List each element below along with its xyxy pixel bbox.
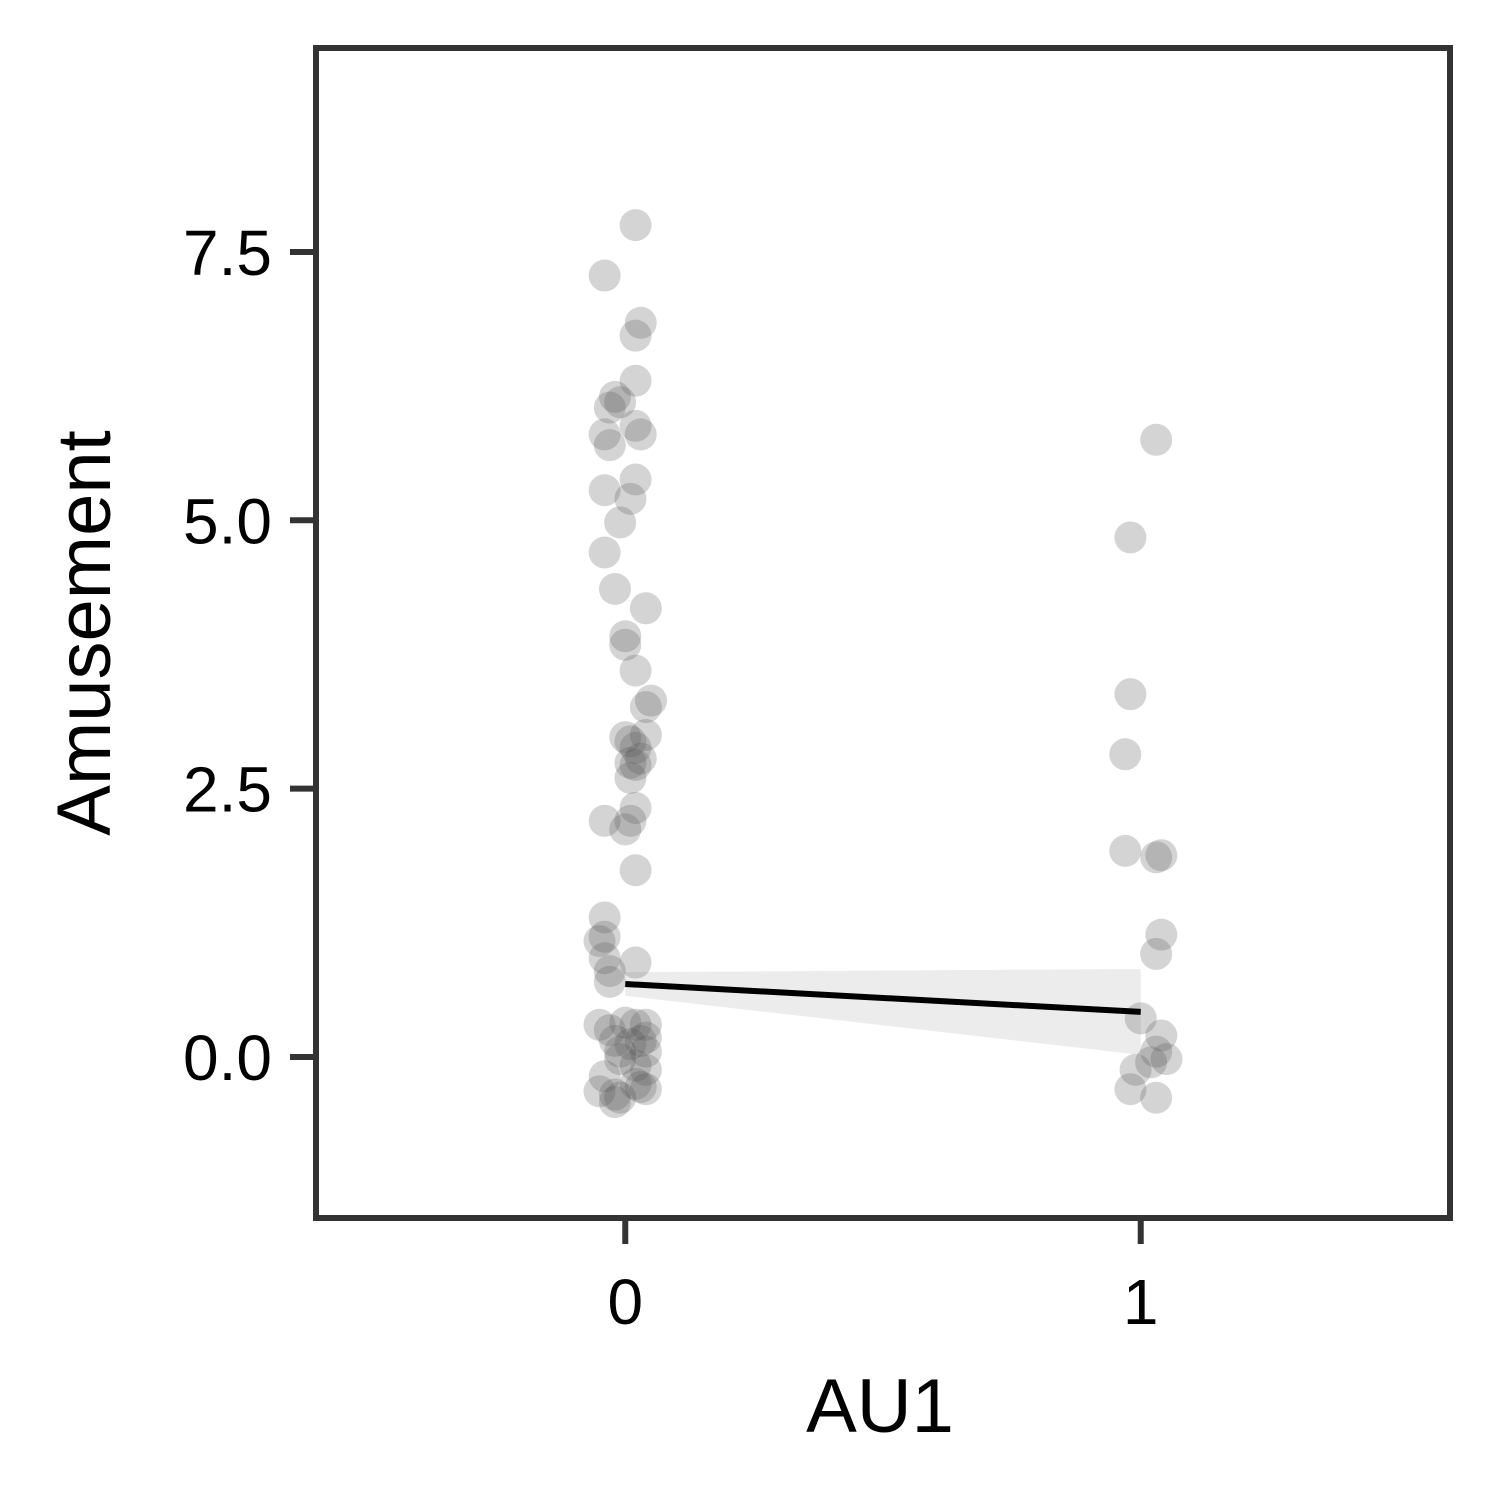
data-point: [619, 319, 652, 352]
y-tick-label: 0.0: [183, 1022, 272, 1094]
data-point: [1140, 937, 1173, 970]
data-point: [619, 749, 652, 782]
data-point: [619, 654, 652, 687]
data-point: [609, 1006, 642, 1039]
data-point: [588, 942, 621, 975]
data-point: [624, 418, 657, 451]
data-point: [614, 482, 647, 515]
confidence-band: [625, 968, 1141, 1055]
data-point: [604, 1081, 637, 1114]
data-point: [598, 1078, 631, 1111]
data-point: [1135, 1046, 1168, 1079]
data-point: [583, 1008, 616, 1041]
data-points-layer: [583, 209, 1183, 1119]
data-point: [1150, 1043, 1183, 1076]
confidence-band-layer: [625, 968, 1141, 1055]
data-point: [1114, 1073, 1147, 1106]
y-tick-label: 5.0: [183, 485, 272, 557]
data-point: [619, 364, 652, 397]
data-point: [1114, 521, 1147, 554]
data-point: [593, 391, 626, 424]
data-point: [629, 592, 662, 625]
data-point: [1145, 839, 1178, 872]
data-point: [624, 1071, 657, 1104]
data-point: [593, 965, 626, 998]
data-point: [588, 1060, 621, 1093]
data-point: [1140, 1035, 1173, 1068]
data-point: [609, 721, 642, 754]
data-point: [629, 1053, 662, 1086]
data-point: [619, 854, 652, 887]
data-point: [583, 1075, 616, 1108]
data-point: [609, 813, 642, 846]
data-point: [629, 1008, 662, 1041]
data-point: [598, 380, 631, 413]
y-tick-label: 2.5: [183, 754, 272, 826]
data-point: [619, 409, 652, 442]
y-tick-label: 7.5: [183, 217, 272, 289]
data-point: [1140, 841, 1173, 874]
data-point: [609, 628, 642, 661]
data-point: [588, 418, 621, 451]
data-point: [614, 746, 647, 779]
data-point: [614, 804, 647, 837]
data-point: [593, 955, 626, 988]
data-point: [614, 761, 647, 794]
data-point: [609, 620, 642, 653]
data-point: [588, 474, 621, 507]
data-point: [1109, 834, 1142, 867]
data-point: [624, 1024, 657, 1057]
data-point: [604, 1043, 637, 1076]
data-point: [629, 718, 662, 751]
data-point: [614, 725, 647, 758]
x-axis-title: AU1: [806, 1364, 954, 1449]
data-point: [1145, 1019, 1178, 1052]
data-point: [1140, 423, 1173, 456]
data-point: [619, 1067, 652, 1100]
y-axis: 0.0 2.5 5.0 7.5: [183, 217, 316, 1094]
data-point: [588, 920, 621, 953]
data-point: [593, 1014, 626, 1047]
data-point: [619, 1008, 652, 1041]
x-tick-label: 0: [607, 1266, 643, 1338]
data-point: [629, 691, 662, 724]
data-point: [583, 925, 616, 958]
data-point: [619, 209, 652, 242]
data-point: [624, 742, 657, 775]
data-point: [598, 572, 631, 605]
data-point: [619, 791, 652, 824]
data-point: [619, 946, 652, 979]
data-point: [588, 901, 621, 934]
data-point: [614, 1028, 647, 1061]
data-point: [598, 1024, 631, 1057]
data-point: [1145, 918, 1178, 951]
data-point: [588, 259, 621, 292]
data-point: [619, 463, 652, 496]
plot-panel-border: [313, 45, 1453, 1221]
data-point: [588, 536, 621, 569]
data-point: [619, 1049, 652, 1082]
data-point: [604, 506, 637, 539]
x-tick-label: 1: [1123, 1266, 1159, 1338]
data-point: [604, 1035, 637, 1068]
data-point: [629, 1035, 662, 1068]
data-point: [604, 386, 637, 419]
fit-line-layer: [625, 981, 1141, 1015]
data-point: [635, 684, 668, 717]
data-point: [619, 731, 652, 764]
data-point: [588, 804, 621, 837]
fit-line: [625, 981, 1141, 1015]
data-point: [1119, 1053, 1152, 1086]
data-point: [629, 1021, 662, 1054]
y-axis-title: Amusement: [42, 430, 127, 836]
data-point: [624, 306, 657, 339]
data-point: [1140, 1081, 1173, 1114]
data-point: [593, 429, 626, 462]
data-point: [598, 1086, 631, 1119]
data-point: [1114, 678, 1147, 711]
data-point: [1109, 738, 1142, 771]
data-point: [629, 1073, 662, 1106]
